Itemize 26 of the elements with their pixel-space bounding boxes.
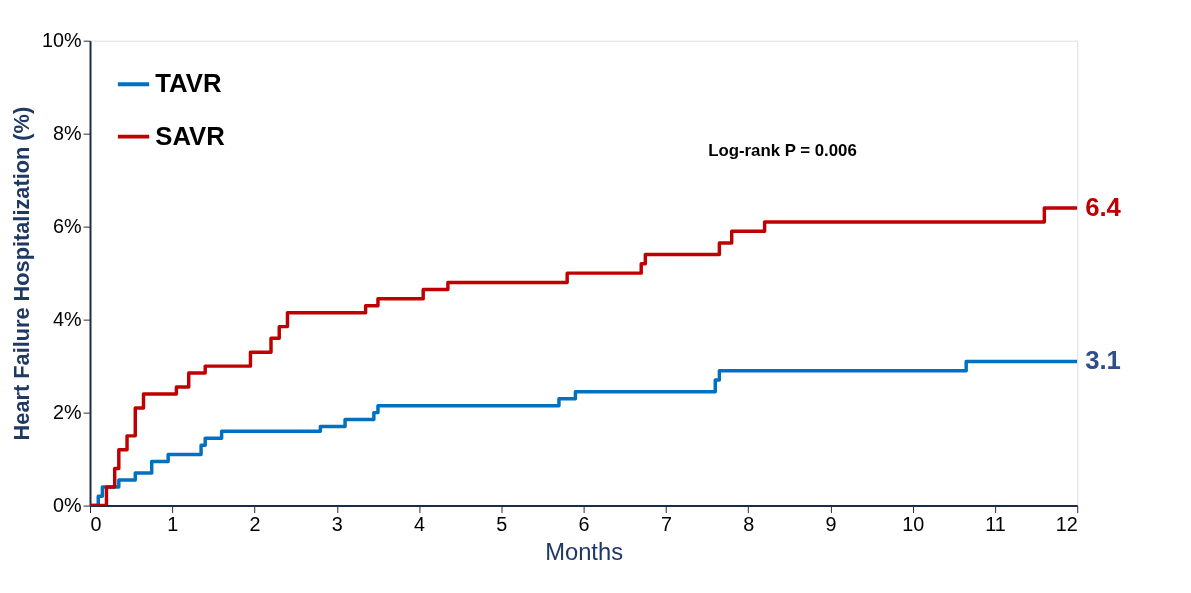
x-tick-label: 11 [985,512,1006,535]
y-tick-label: 2% [53,401,82,424]
x-tick-label: 3 [331,512,343,535]
annotation: Log-rank P = 0.006 [708,141,857,161]
x-tick-label: 2 [249,512,261,535]
x-tick-label: 6 [578,512,590,535]
legend-label: TAVR [155,69,222,98]
legend-label: SAVR [155,121,226,150]
x-tick-label: 10 [902,512,925,535]
y-tick-label: 10% [42,29,82,52]
y-tick-label: 4% [53,308,82,331]
x-tick-label: 8 [743,512,755,535]
y-tick-label: 0% [53,494,82,517]
x-tick-label: 0 [90,512,102,535]
x-tick-label: 7 [660,512,672,535]
annotation: 3.1 [1085,346,1121,375]
y-tick-label: 8% [53,122,82,145]
x-tick-label: 9 [825,512,837,535]
y-axis-title: Heart Failure Hospitalization (%) [9,106,35,441]
x-tick-label: 12 [1055,512,1078,535]
x-axis-title: Months [545,538,624,565]
x-tick-label: 1 [167,512,179,535]
x-tick-label: 5 [496,512,508,535]
y-tick-label: 6% [53,215,82,238]
x-tick-label: 4 [414,512,426,535]
annotation: 6.4 [1085,192,1122,221]
